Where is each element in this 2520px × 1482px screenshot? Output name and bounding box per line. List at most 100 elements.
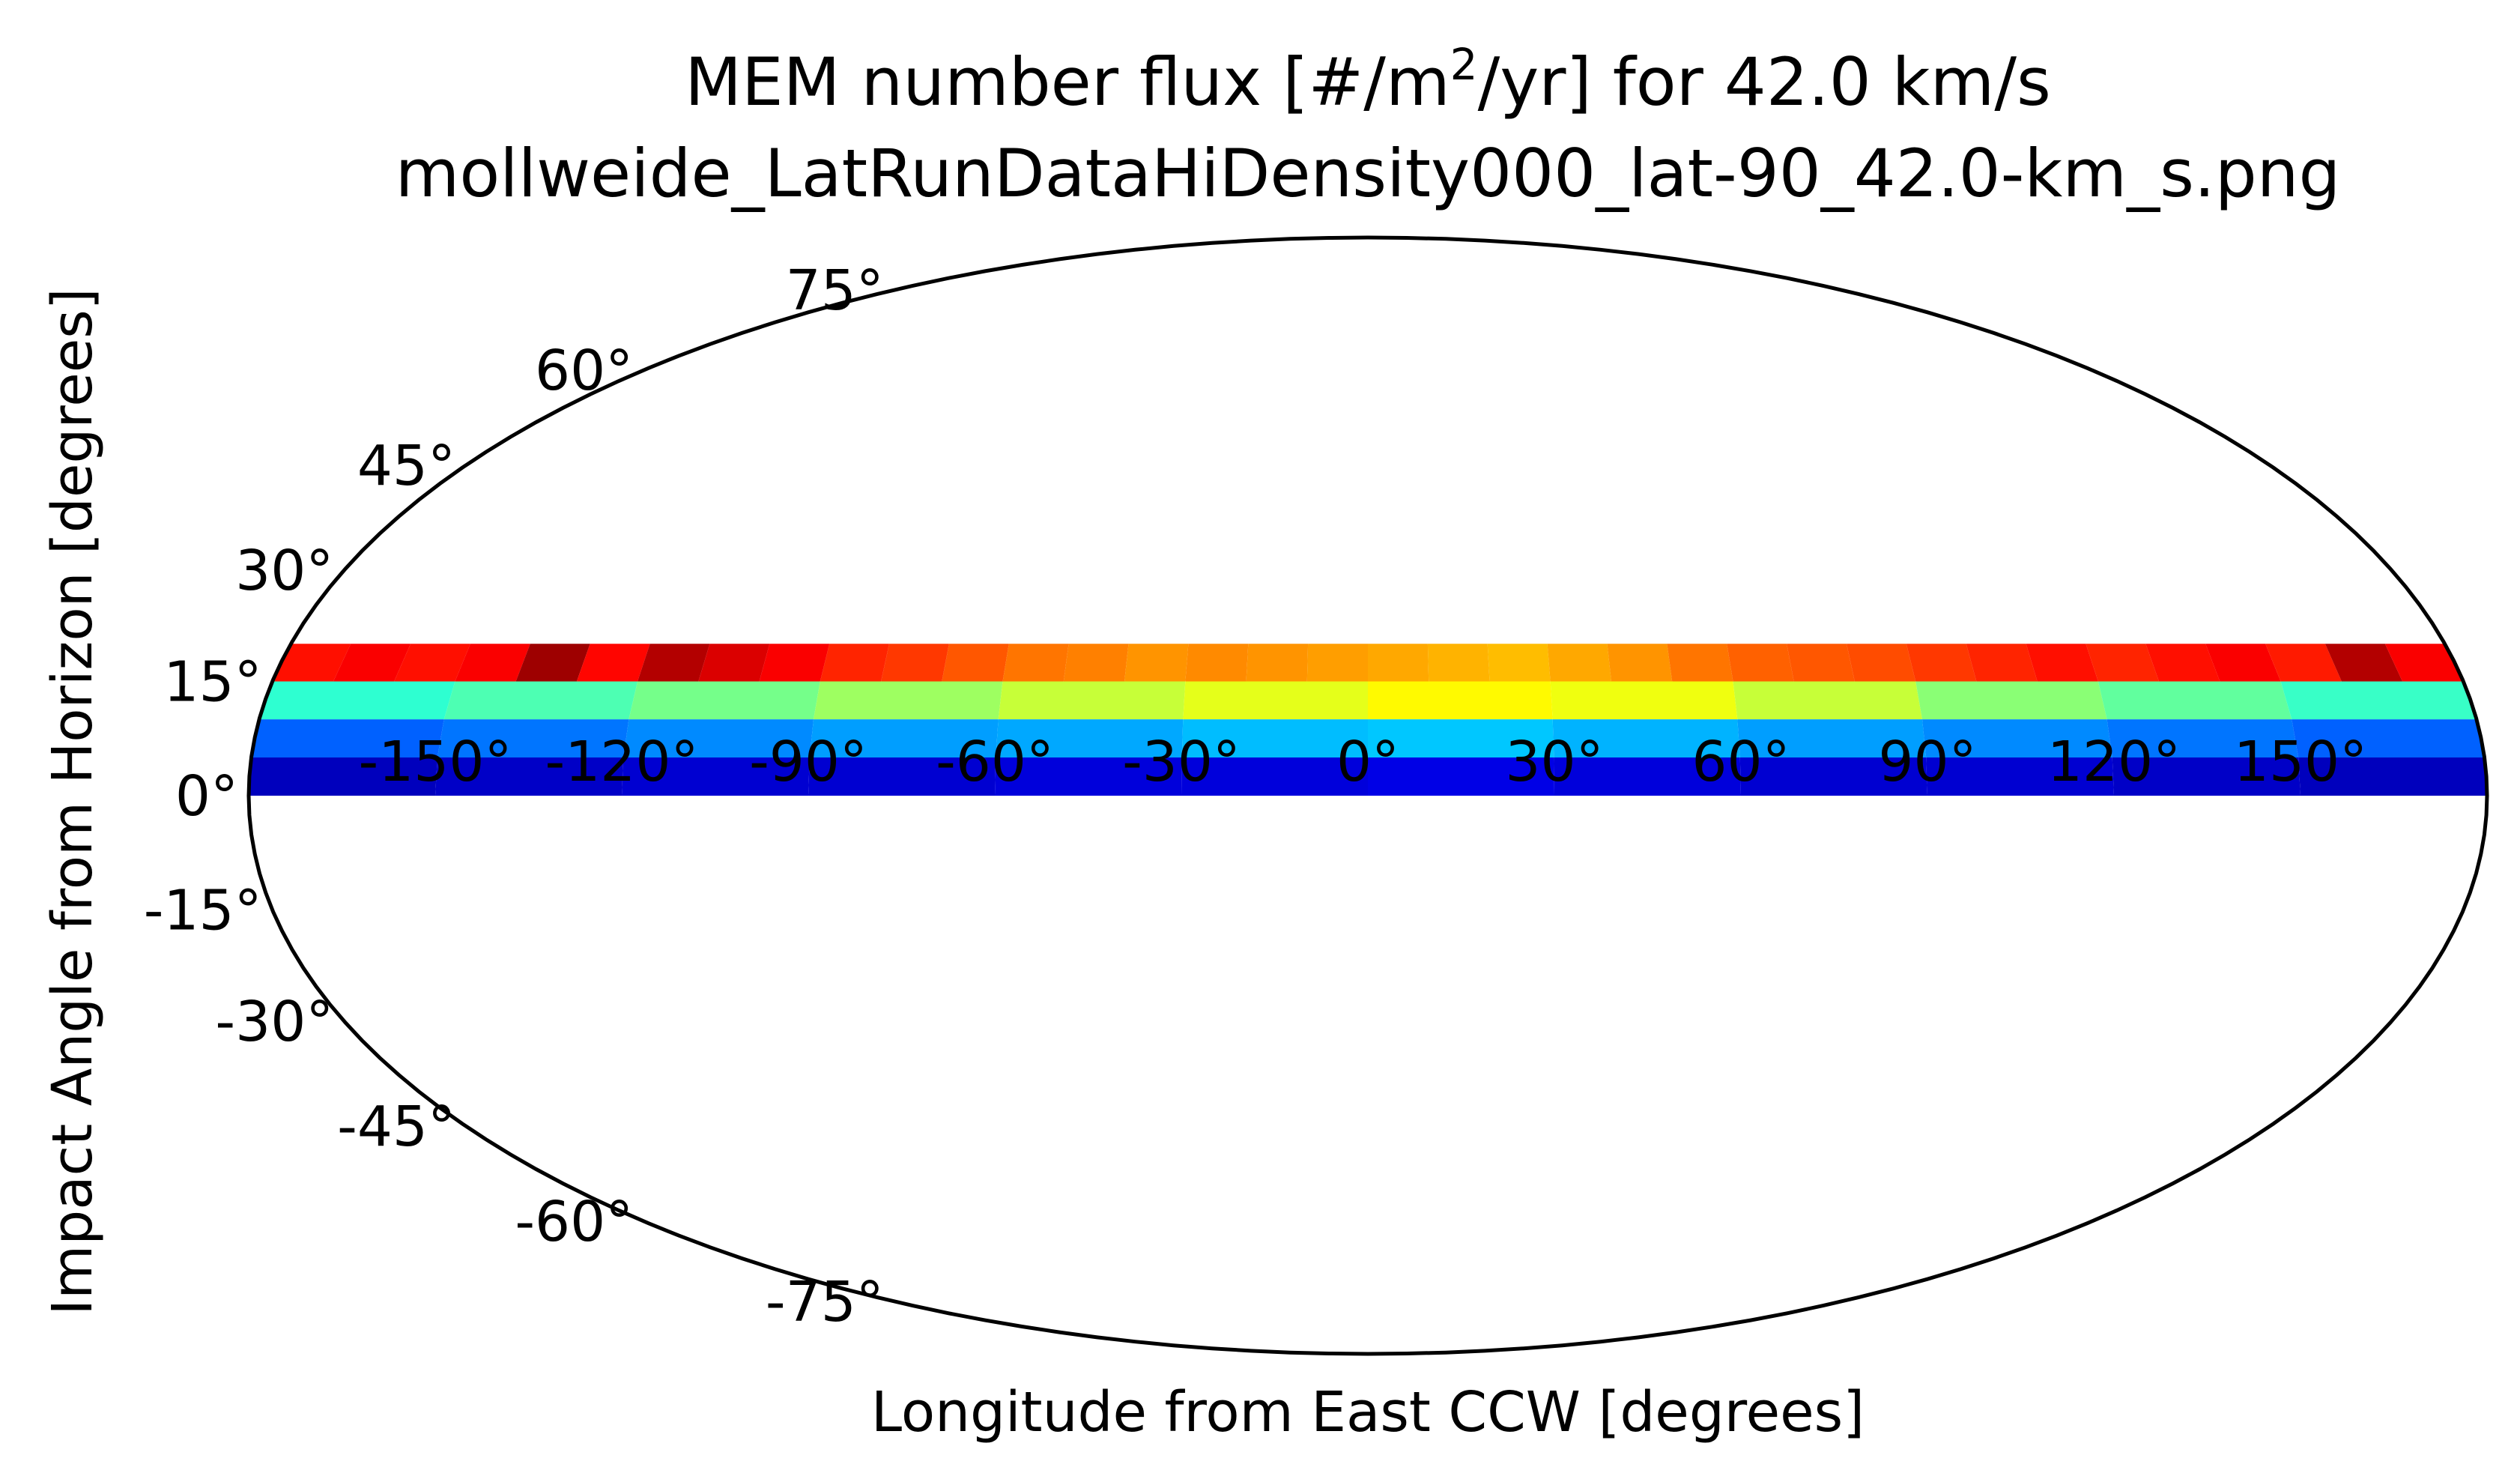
heatmap-cell-row0-col30 [2086, 644, 2160, 682]
y-tick-label: -75° [766, 1270, 884, 1334]
heatmap-cell-row2-col1 [437, 719, 629, 757]
x-tick-labels: -150° -120° -90° -60° -30° 0° 30° 60° 90° 120° 150… [359, 730, 2368, 794]
heatmap-cell-row3-col9 [1926, 757, 2114, 796]
heatmap-cell-row2-col9 [1922, 719, 2112, 757]
x-tick-label: 90° [1878, 730, 1976, 794]
heatmap-cell-row2-col2 [623, 719, 814, 757]
heatmap-cell-row0-col8 [759, 644, 830, 682]
heatmap-cell-row0-col23 [1667, 644, 1733, 682]
y-tick-label: -30° [215, 990, 333, 1054]
heatmap-cell-row3-col0 [249, 757, 437, 796]
y-tick-label: 45° [357, 434, 455, 498]
heatmap-cell-row0-col5 [576, 644, 650, 682]
heatmap-cell-row0-col20 [1487, 644, 1551, 682]
heatmap-cell-row0-col33 [2265, 644, 2342, 682]
heatmap-cell-row0-col18 [1368, 644, 1429, 682]
heatmap-cell-row0-col19 [1427, 644, 1490, 682]
x-tick-label: 0° [1336, 730, 1399, 794]
heatmap-cell-row0-col10 [881, 644, 949, 682]
heatmap-cell-row3-col7 [1554, 757, 1741, 796]
chart-title-suffix: /yr] for 42.0 km/s [1478, 43, 2051, 121]
heatmap-cell-row0-col29 [2026, 644, 2098, 682]
x-tick-label: 30° [1505, 730, 1603, 794]
x-tick-label: 120° [2047, 730, 2181, 794]
heatmap-cell-row0-col13 [1063, 644, 1129, 682]
y-tick-label: 75° [786, 258, 884, 323]
heatmap-cell-row3-col3 [808, 757, 996, 796]
heatmap-cell-row3-col8 [1739, 757, 1927, 796]
heatmap-cell-row3-col4 [995, 757, 1182, 796]
heatmap-cell-row0-col12 [1002, 644, 1069, 682]
heatmap-cell-row0-col16 [1246, 644, 1309, 682]
heatmap-cell-row1-col11 [2280, 681, 2477, 720]
heatmap-cell-row0-col35 [2384, 644, 2464, 682]
heatmap-cell-row2-col7 [1552, 719, 1740, 757]
heatmap-cell-row2-col4 [996, 719, 1184, 757]
heatmap-cells [249, 644, 2487, 796]
heatmap-cell-row2-col5 [1181, 719, 1368, 757]
heatmap-cell-row0-col9 [820, 644, 889, 682]
heatmap-cell-row0-col15 [1185, 644, 1249, 682]
chart-subtitle: mollweide_LatRunDataHiDensity000_lat-90_… [396, 135, 2341, 212]
x-tick-label: 60° [1691, 730, 1790, 794]
heatmap-cell-row0-col6 [637, 644, 710, 682]
heatmap-cell-row1-col6 [1368, 681, 1553, 720]
heatmap-cell-row2-col8 [1737, 719, 1927, 757]
chart-title: MEM number flux [#/m2/yr] for 42.0 km/s [685, 39, 2051, 121]
heatmap-cell-row0-col21 [1547, 644, 1611, 682]
heatmap-cell-row2-col10 [2106, 719, 2299, 757]
x-tick-label: -120° [545, 730, 699, 794]
x-tick-label: -60° [936, 730, 1054, 794]
heatmap-cell-row2-col11 [2292, 719, 2485, 757]
heatmap-cell-row0-col4 [515, 644, 590, 682]
x-tick-label: -90° [749, 730, 867, 794]
heatmap-cell-row1-col9 [1915, 681, 2107, 720]
heatmap-cell-row0-col25 [1787, 644, 1855, 682]
heatmap-cell-row0-col0 [272, 644, 351, 682]
y-tick-labels: 75°60°45°30°15°0°-15°-30°-45°-60°-75° [144, 258, 884, 1334]
x-axis-label: Longitude from East CCW [degrees] [871, 1380, 1865, 1445]
x-tick-label: -150° [359, 730, 512, 794]
heatmap-cell-row1-col2 [629, 681, 820, 720]
heatmap-cell-row0-col32 [2205, 644, 2281, 682]
heatmap-cell-row1-col4 [998, 681, 1186, 720]
heatmap-cell-row3-col5 [1181, 757, 1368, 796]
heatmap-cell-row2-col0 [251, 719, 444, 757]
chart-title-prefix: MEM number flux [#/m [685, 43, 1450, 121]
heatmap-cell-row2-col3 [809, 719, 999, 757]
x-tick-label: -30° [1122, 730, 1241, 794]
heatmap-cell-row0-col17 [1306, 644, 1368, 682]
chart-title-sup: 2 [1450, 39, 1478, 90]
heatmap-cell-row1-col7 [1550, 681, 1738, 720]
heatmap-cell-row0-col24 [1727, 644, 1794, 682]
y-tick-label: 0° [175, 764, 238, 829]
heatmap-cell-row1-col1 [443, 681, 638, 720]
heatmap-cell-row3-col10 [2112, 757, 2301, 796]
heatmap-cell-row0-col1 [333, 644, 411, 682]
x-tick-label: 150° [2234, 730, 2367, 794]
heatmap-cell-row1-col10 [2098, 681, 2292, 720]
heatmap-cell-row0-col34 [2324, 644, 2403, 682]
heatmap-cell-row3-col2 [622, 757, 810, 796]
heatmap-cell-row0-col27 [1906, 644, 1977, 682]
heatmap-cell-row0-col22 [1607, 644, 1673, 682]
y-tick-label: 15° [163, 650, 261, 715]
heatmap-cell-row3-col1 [435, 757, 624, 796]
heatmap-cell-row0-col26 [1847, 644, 1916, 682]
y-axis-label: Impact Angle from Horizon [degrees] [40, 288, 105, 1315]
heatmap-cell-row1-col5 [1183, 681, 1368, 720]
heatmap-cell-row0-col31 [2145, 644, 2220, 682]
heatmap-cell-row1-col0 [259, 681, 455, 720]
heatmap-cell-row3-col11 [2298, 757, 2487, 796]
heatmap-cell-row0-col3 [455, 644, 530, 682]
heatmap-cell-row0-col28 [1966, 644, 2038, 682]
map-outline [246, 235, 2489, 1356]
heatmap-cell-row3-col6 [1368, 757, 1554, 796]
y-tick-label: -60° [515, 1190, 633, 1254]
y-tick-label: -15° [144, 879, 262, 943]
y-tick-label: 30° [235, 539, 333, 603]
heatmap-cell-row1-col3 [814, 681, 1003, 720]
heatmap-cell-row0-col2 [394, 644, 470, 682]
heatmap-cell-row1-col8 [1733, 681, 1922, 720]
